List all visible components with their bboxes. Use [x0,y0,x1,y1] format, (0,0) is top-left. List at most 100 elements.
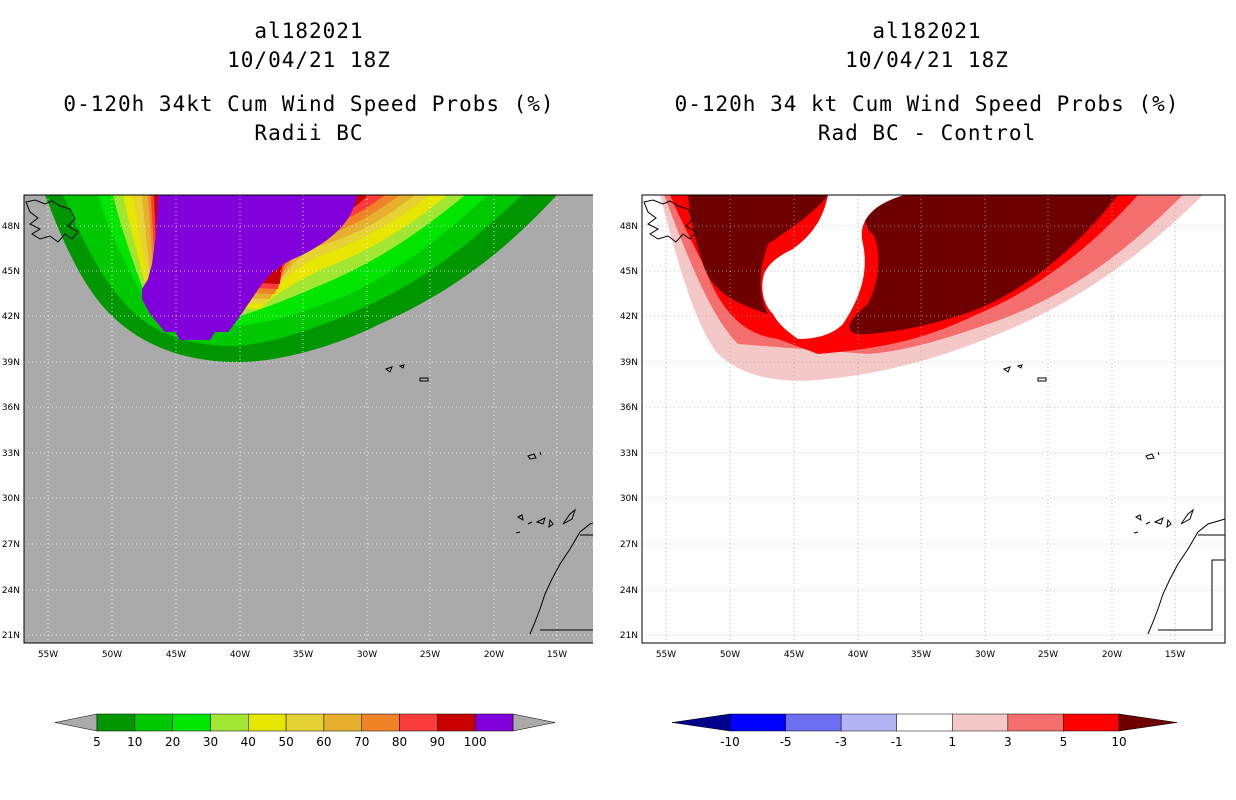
colorbar-low-triangle [55,713,98,732]
colorbar-label: 5 [1060,735,1068,749]
colorbar-label: -10 [720,735,740,749]
right-difference-map: 48N 45N 42N 39N 36N 33N 30N 27N 24N 21N … [620,194,1226,660]
colorbar-label: 50 [278,735,293,749]
colorbar-label: 60 [316,735,331,749]
lat-label: 48N [2,222,20,232]
colorbar-label: 40 [241,735,256,749]
colorbar-swatch [785,713,842,732]
lon-label: 45W [166,650,186,660]
right-datetime: 10/04/21 18Z [845,48,1009,72]
right-lat-labels: 48N 45N 42N 39N 36N 33N 30N 27N 24N 21N [620,222,638,641]
left-probability-contours [45,195,557,363]
colorbar-label: 70 [354,735,369,749]
lon-label: 30W [357,650,377,660]
lat-label: 27N [2,540,20,550]
lon-label: 25W [420,650,440,660]
colorbar-swatch [896,713,953,732]
colorbar-swatch [952,713,1009,732]
colorbar-label: 20 [165,735,180,749]
lon-label: 45W [784,650,804,660]
lat-label: 36N [620,403,638,413]
lat-label: 21N [620,631,638,641]
lon-label: 50W [720,650,740,660]
colorbar-swatch [361,713,400,732]
left-probability-map: 48N 45N 42N 39N 36N 33N 30N 27N 24N 21N … [2,194,593,660]
lat-label: 33N [620,449,638,459]
lat-label: 39N [620,358,638,368]
lon-label: 55W [38,650,58,660]
lat-label: 42N [2,312,20,322]
colorbar-swatch [134,713,173,732]
colorbar-low-triangle [672,713,731,732]
colorbar-label: -5 [780,735,792,749]
colorbar-label: 5 [93,735,101,749]
lat-label: 30N [2,494,20,504]
left-lat-labels: 48N 45N 42N 39N 36N 33N 30N 27N 24N 21N [2,222,20,641]
lat-label: 48N [620,222,638,232]
lon-label: 50W [102,650,122,660]
left-subtitle: Radii BC [254,121,364,145]
left-panel-title: al182021 10/04/21 18Z 0-120h 34kt Cum Wi… [0,17,618,148]
left-map-frame [23,194,593,644]
colorbar-swatch [285,713,325,732]
left-lon-labels: 55W 50W 45W 40W 35W 30W 25W 20W 15W [38,650,567,660]
lat-label: 27N [620,540,638,550]
colorbar-swatch [399,713,438,732]
colorbar-label: 100 [464,735,487,749]
lon-label: 40W [848,650,868,660]
lat-label: 39N [2,358,20,368]
colorbar-swatch [437,713,476,732]
lon-label: 55W [656,650,676,660]
colorbar-label: 3 [1004,735,1012,749]
right-gridlines [642,195,1225,643]
colorbar-swatch [323,713,362,732]
lon-label: 15W [547,650,567,660]
right-panel-title: al182021 10/04/21 18Z 0-120h 34 kt Cum W… [618,17,1236,148]
colorbar-label: 90 [430,735,445,749]
lon-label: 20W [1102,650,1122,660]
left-colorbar: 5 10 20 30 40 50 60 70 80 90 100 [55,713,555,749]
lat-label: 21N [2,631,20,641]
colorbar-label: 30 [203,735,218,749]
lat-label: 24N [2,586,20,596]
colorbar-swatch [1063,713,1120,732]
colorbar-label: -1 [891,735,903,749]
colorbar-label: -3 [835,735,847,749]
colorbar-high-triangle [512,713,555,732]
lat-label: 24N [620,586,638,596]
lat-label: 33N [2,449,20,459]
colorbar-swatch [96,713,136,732]
left-storm-id: al182021 [254,19,364,43]
colorbar-swatch [840,713,897,732]
lon-label: 40W [230,650,250,660]
lon-label: 20W [484,650,504,660]
right-coastlines [643,199,1226,635]
lon-label: 35W [911,650,931,660]
right-subtitle: Rad BC - Control [817,121,1037,145]
left-product-title: 0-120h 34kt Cum Wind Speed Probs (%) [63,92,555,116]
lat-label: 42N [620,312,638,322]
left-datetime: 10/04/21 18Z [227,48,391,72]
colorbar-label: 1 [948,735,956,749]
right-product-title: 0-120h 34 kt Cum Wind Speed Probs (%) [674,92,1180,116]
left-coastlines [25,199,593,635]
right-colorbar: -10 -5 -3 -1 1 3 5 10 [672,713,1177,749]
colorbar-swatch [474,713,514,732]
lat-label: 45N [2,267,20,277]
right-lon-labels: 55W 50W 45W 40W 35W 30W 25W 20W 15W [656,650,1185,660]
colorbar-label: 10 [1111,735,1126,749]
colorbar-label: 80 [392,735,407,749]
lon-label: 25W [1038,650,1058,660]
right-map-frame [641,194,1226,644]
colorbar-swatch [1007,713,1064,732]
colorbar-swatch [210,713,249,732]
lon-label: 15W [1165,650,1185,660]
colorbar-label: 10 [127,735,142,749]
lon-label: 30W [975,650,995,660]
colorbar-swatch [729,713,786,732]
colorbar-swatch [248,713,287,732]
colorbar-high-triangle [1118,713,1177,732]
lat-label: 36N [2,403,20,413]
lat-label: 30N [620,494,638,504]
left-gridlines [24,195,593,643]
